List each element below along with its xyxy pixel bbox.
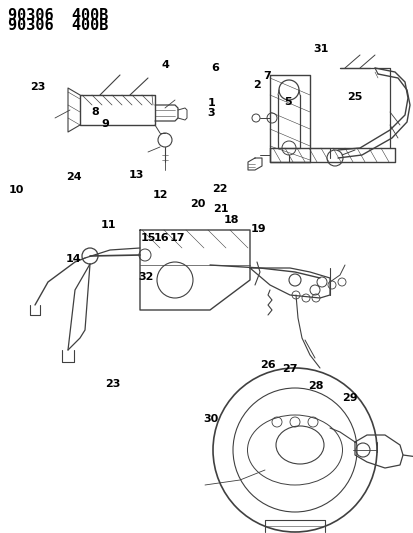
Text: 27: 27 bbox=[281, 364, 297, 374]
Text: 26: 26 bbox=[260, 360, 275, 369]
Text: 21: 21 bbox=[212, 204, 228, 214]
Text: 23: 23 bbox=[30, 83, 46, 92]
Text: 9: 9 bbox=[101, 119, 109, 129]
Text: 1: 1 bbox=[207, 99, 214, 108]
Text: 30: 30 bbox=[203, 415, 218, 424]
Text: 25: 25 bbox=[347, 92, 362, 102]
Text: 31: 31 bbox=[312, 44, 328, 54]
Text: 29: 29 bbox=[341, 393, 357, 403]
Text: 28: 28 bbox=[307, 381, 323, 391]
Text: 16: 16 bbox=[153, 233, 169, 243]
Text: 90306  400B: 90306 400B bbox=[8, 18, 108, 33]
Text: 14: 14 bbox=[66, 254, 81, 263]
Text: 24: 24 bbox=[66, 172, 81, 182]
Text: 20: 20 bbox=[190, 199, 205, 208]
Text: 2: 2 bbox=[252, 80, 260, 90]
Text: 32: 32 bbox=[138, 272, 153, 282]
Text: 11: 11 bbox=[100, 221, 116, 230]
Text: 15: 15 bbox=[140, 233, 156, 243]
Text: 18: 18 bbox=[223, 215, 239, 224]
Text: 12: 12 bbox=[152, 190, 168, 200]
Text: 7: 7 bbox=[263, 71, 270, 81]
Text: 4: 4 bbox=[161, 60, 169, 70]
Text: 19: 19 bbox=[250, 224, 266, 234]
Text: 8: 8 bbox=[91, 107, 99, 117]
Text: 6: 6 bbox=[211, 63, 219, 72]
Text: 3: 3 bbox=[207, 108, 214, 118]
Text: 5: 5 bbox=[283, 98, 291, 107]
Text: 22: 22 bbox=[211, 184, 227, 194]
Text: 17: 17 bbox=[169, 233, 185, 243]
Text: 90306  400B: 90306 400B bbox=[8, 8, 108, 23]
Text: 13: 13 bbox=[128, 170, 144, 180]
Text: 23: 23 bbox=[104, 379, 120, 389]
Text: 10: 10 bbox=[9, 185, 24, 195]
